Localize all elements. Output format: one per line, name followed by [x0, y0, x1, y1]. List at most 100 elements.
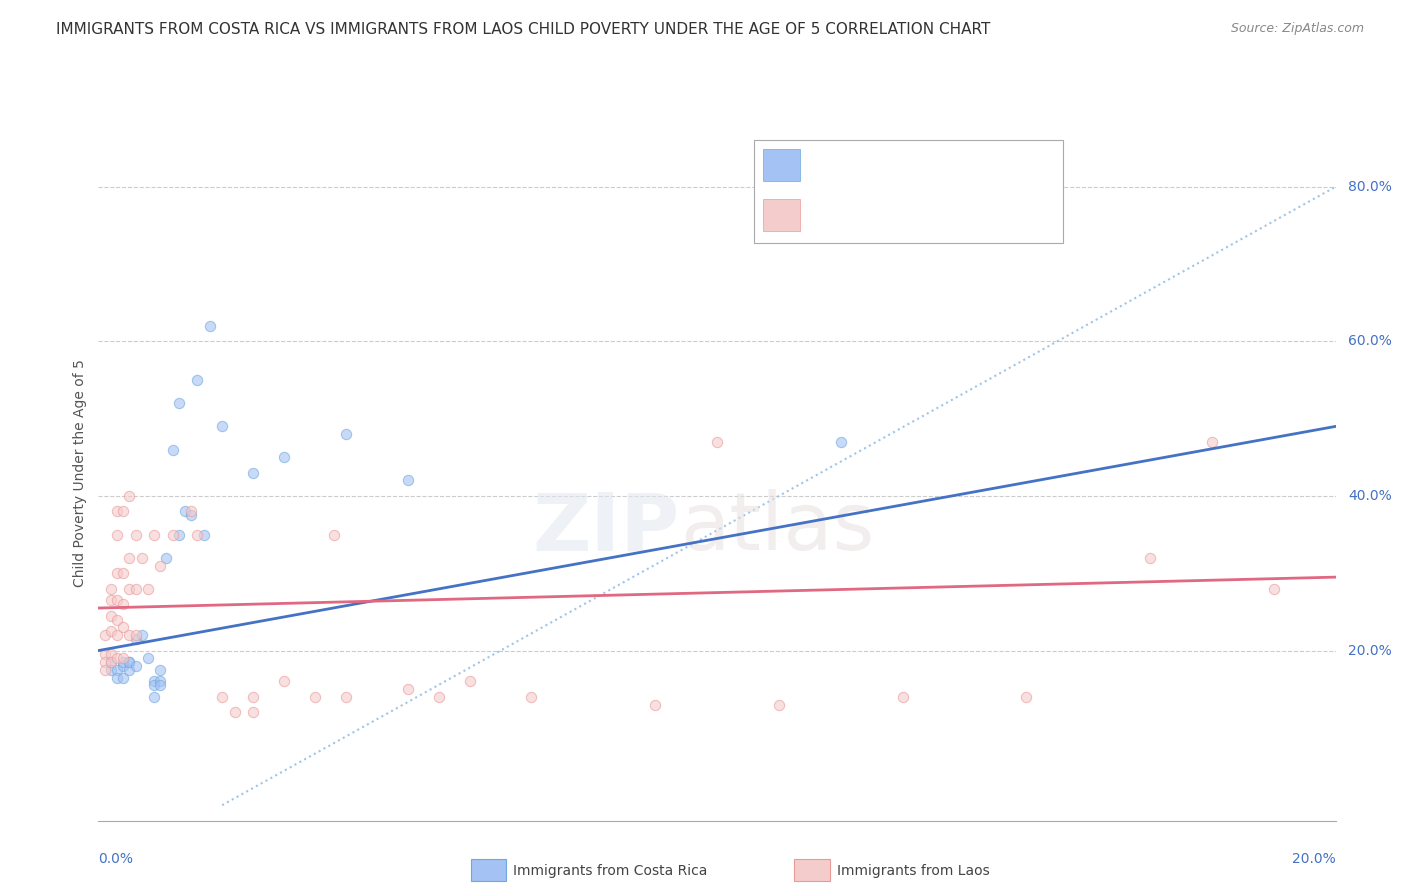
Point	[186, 373, 208, 387]
Point	[105, 651, 128, 665]
Point	[143, 678, 166, 692]
Point	[242, 706, 264, 720]
Text: IMMIGRANTS FROM COSTA RICA VS IMMIGRANTS FROM LAOS CHILD POVERTY UNDER THE AGE O: IMMIGRANTS FROM COSTA RICA VS IMMIGRANTS…	[56, 22, 991, 37]
Point	[427, 690, 450, 704]
Point	[100, 608, 122, 623]
Point	[520, 690, 543, 704]
Point	[149, 663, 172, 677]
Text: 60.0%: 60.0%	[1348, 334, 1392, 349]
Point	[118, 655, 141, 669]
Point	[706, 434, 728, 449]
Point	[335, 427, 357, 442]
Point	[93, 648, 115, 662]
Text: R = 0.377   N = 35: R = 0.377 N = 35	[815, 157, 972, 172]
Text: 20.0%: 20.0%	[1292, 852, 1336, 866]
Point	[224, 706, 246, 720]
Point	[105, 566, 128, 581]
Point	[396, 474, 419, 488]
Point	[112, 566, 135, 581]
Point	[112, 597, 135, 611]
Point	[273, 674, 295, 689]
Point	[180, 504, 202, 518]
Point	[149, 674, 172, 689]
Point	[131, 550, 153, 565]
Point	[112, 651, 135, 665]
Point	[131, 628, 153, 642]
Point	[118, 663, 141, 677]
Point	[1201, 434, 1223, 449]
Point	[162, 527, 184, 541]
Text: 0.0%: 0.0%	[98, 852, 134, 866]
Point	[100, 582, 122, 596]
Point	[118, 489, 141, 503]
Point	[105, 671, 128, 685]
Point	[273, 450, 295, 465]
Point	[105, 504, 128, 518]
Point	[149, 678, 172, 692]
Point	[1263, 582, 1285, 596]
Point	[1139, 550, 1161, 565]
FancyBboxPatch shape	[763, 149, 800, 180]
Point	[155, 550, 177, 565]
Point	[768, 698, 790, 712]
Point	[105, 628, 128, 642]
Point	[136, 651, 159, 665]
Point	[458, 674, 481, 689]
Point	[105, 613, 128, 627]
Point	[93, 663, 115, 677]
Text: atlas: atlas	[681, 490, 875, 567]
Point	[100, 624, 122, 639]
Text: Source: ZipAtlas.com: Source: ZipAtlas.com	[1230, 22, 1364, 36]
Point	[193, 527, 215, 541]
Point	[322, 527, 344, 541]
Point	[304, 690, 326, 704]
Point	[100, 663, 122, 677]
Point	[124, 582, 146, 596]
Text: Immigrants from Laos: Immigrants from Laos	[837, 864, 990, 879]
Text: Immigrants from Costa Rica: Immigrants from Costa Rica	[513, 864, 707, 879]
Point	[100, 655, 122, 669]
Point	[100, 648, 122, 662]
Point	[830, 434, 852, 449]
Point	[100, 593, 122, 607]
Point	[118, 550, 141, 565]
FancyBboxPatch shape	[754, 140, 1063, 244]
Point	[100, 655, 122, 669]
Point	[242, 466, 264, 480]
FancyBboxPatch shape	[763, 199, 800, 231]
Point	[105, 593, 128, 607]
Point	[118, 655, 141, 669]
Point	[112, 655, 135, 669]
Point	[105, 527, 128, 541]
Point	[124, 527, 146, 541]
Point	[644, 698, 666, 712]
Point	[124, 632, 146, 646]
Point	[396, 682, 419, 697]
Point	[180, 508, 202, 523]
Point	[118, 628, 141, 642]
Point	[143, 690, 166, 704]
Point	[174, 504, 197, 518]
Text: 40.0%: 40.0%	[1348, 489, 1392, 503]
Text: 80.0%: 80.0%	[1348, 179, 1392, 194]
Point	[162, 442, 184, 457]
Text: R = 0.083   N = 56: R = 0.083 N = 56	[815, 208, 973, 223]
Point	[143, 674, 166, 689]
Point	[93, 628, 115, 642]
Text: 20.0%: 20.0%	[1348, 643, 1392, 657]
Point	[149, 558, 172, 573]
Point	[211, 690, 233, 704]
Y-axis label: Child Poverty Under the Age of 5: Child Poverty Under the Age of 5	[73, 359, 87, 587]
Point	[143, 527, 166, 541]
Point	[167, 396, 190, 410]
Point	[105, 663, 128, 677]
Point	[124, 628, 146, 642]
Point	[335, 690, 357, 704]
Point	[112, 504, 135, 518]
Point	[118, 582, 141, 596]
Point	[93, 655, 115, 669]
Point	[1015, 690, 1038, 704]
Point	[112, 659, 135, 673]
Text: ZIP: ZIP	[533, 490, 681, 567]
Point	[167, 527, 190, 541]
